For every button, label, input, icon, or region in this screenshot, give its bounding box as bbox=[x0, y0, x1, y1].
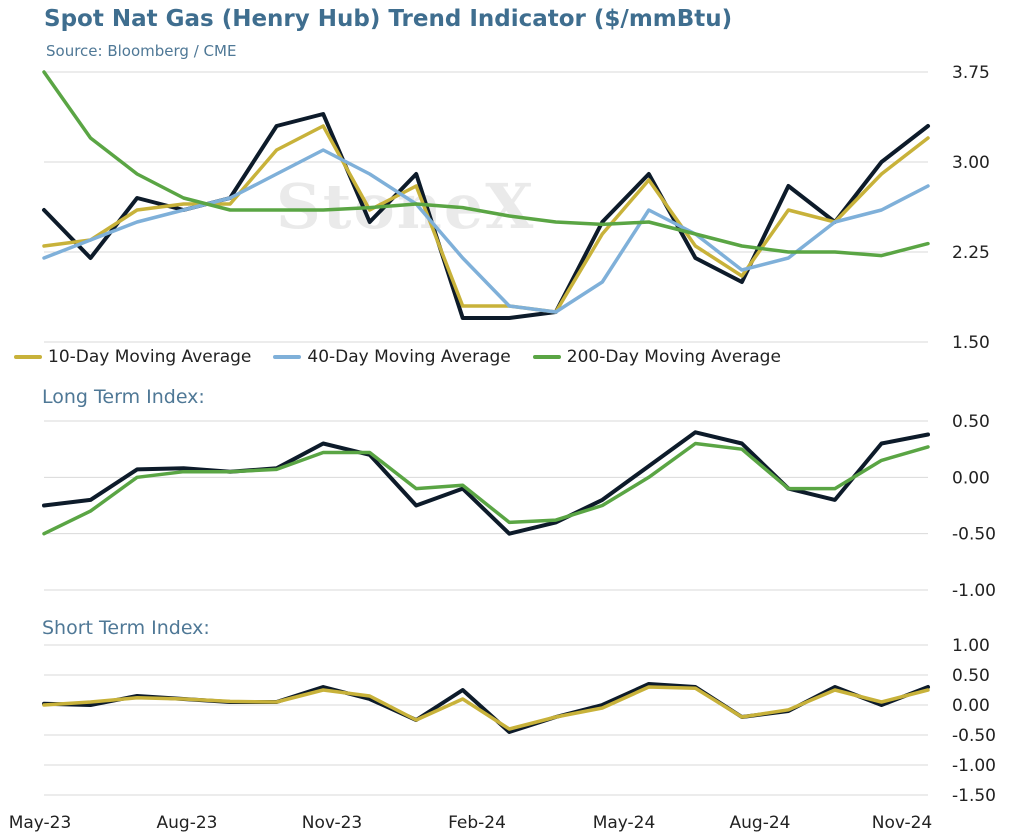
legend-ma200-label: 200-Day Moving Average bbox=[566, 347, 781, 367]
x-axis-label: Aug-23 bbox=[157, 813, 218, 833]
price-series-ma200 bbox=[42, 70, 930, 258]
legend-ma200-swatch bbox=[532, 355, 561, 359]
short-series-short_alt bbox=[42, 685, 930, 731]
legend: 10-Day Moving Average 40-Day Moving Aver… bbox=[14, 347, 781, 367]
legend-ma200: 200-Day Moving Average bbox=[532, 347, 781, 367]
legend-ma40-swatch bbox=[273, 355, 302, 359]
price-series-ma40 bbox=[42, 148, 930, 314]
price-tick-label: 1.50 bbox=[952, 333, 990, 353]
short-tick-label: -1.00 bbox=[952, 756, 996, 776]
price-tick-label: 2.25 bbox=[952, 243, 990, 263]
x-axis-label: May-24 bbox=[593, 813, 656, 833]
long-tick-label: 0.50 bbox=[952, 412, 990, 432]
legend-ma10-label: 10-Day Moving Average bbox=[48, 347, 252, 367]
x-axis-label: Nov-23 bbox=[302, 813, 363, 833]
chart-source: Source: Bloomberg / CME bbox=[46, 42, 237, 60]
price-series-ma10 bbox=[42, 124, 930, 314]
short-tick-label: -1.50 bbox=[952, 786, 996, 806]
price-tick-label: 3.75 bbox=[952, 63, 990, 83]
legend-ma10-swatch bbox=[14, 355, 42, 359]
long-tick-label: -0.50 bbox=[952, 525, 996, 545]
long-term-index-title: Long Term Index: bbox=[42, 386, 205, 408]
short-tick-label: 0.50 bbox=[952, 666, 990, 686]
x-axis-label: May-23 bbox=[9, 813, 72, 833]
long-series-long_alt bbox=[42, 441, 930, 536]
x-axis-label: Nov-24 bbox=[872, 813, 933, 833]
short-tick-label: 0.00 bbox=[952, 696, 990, 716]
price-tick-label: 3.00 bbox=[952, 153, 990, 173]
short-tick-label: 1.00 bbox=[952, 636, 990, 656]
legend-ma40: 40-Day Moving Average bbox=[273, 347, 511, 367]
legend-ma40-label: 40-Day Moving Average bbox=[307, 347, 511, 367]
chart-title: Spot Nat Gas (Henry Hub) Trend Indicator… bbox=[44, 6, 733, 32]
long-tick-label: -1.00 bbox=[952, 581, 996, 601]
price-series-price bbox=[42, 112, 930, 320]
x-axis-label: Feb-24 bbox=[448, 813, 506, 833]
short-tick-label: -0.50 bbox=[952, 726, 996, 746]
x-axis-label: Aug-24 bbox=[730, 813, 791, 833]
long-tick-label: 0.00 bbox=[952, 468, 990, 488]
long-series-price bbox=[42, 430, 930, 536]
legend-ma10: 10-Day Moving Average bbox=[14, 347, 251, 367]
short-term-index-title: Short Term Index: bbox=[42, 617, 210, 639]
